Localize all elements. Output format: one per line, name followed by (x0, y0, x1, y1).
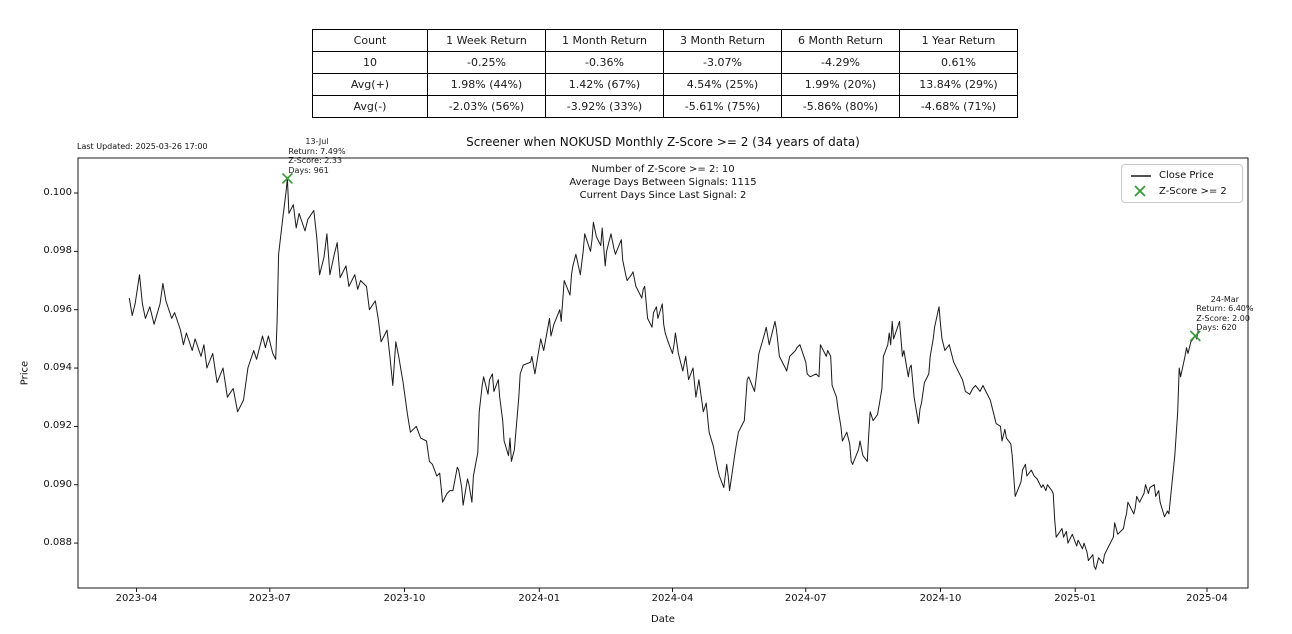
x-tick-label: 2024-04 (651, 593, 694, 604)
table-cell: 13.84% (29%) (899, 73, 1018, 96)
table-cell: -4.68% (71%) (899, 95, 1018, 118)
table-cell: -5.61% (75%) (663, 95, 782, 118)
annotation-line: Z-Score: 2.33 (288, 156, 343, 166)
table-cell: 1.99% (20%) (781, 73, 900, 96)
chart-title: Screener when NOKUSD Monthly Z-Score >= … (466, 135, 860, 149)
y-tick-label: 0.098 (43, 245, 72, 257)
line-swatch-icon (1131, 175, 1151, 177)
legend-label-close-price: Close Price (1159, 170, 1214, 182)
table-row: Avg(+) 1.98% (44%) 1.42% (67%) 4.54% (25%) 1… (312, 73, 1018, 96)
last-updated-text: Last Updated: 2025-03-26 17:00 (77, 142, 208, 151)
table-cell: 1.98% (44%) (427, 73, 546, 96)
signal-annotation: 24-Mar Return: 6.40% Z-Score: 2.00 Days: 62… (1196, 295, 1253, 333)
annotation-line: 24-Mar (1210, 294, 1239, 304)
x-tick-label: 2024-07 (784, 593, 827, 604)
y-tick-label: 0.100 (43, 187, 72, 198)
close-price-line (128, 177, 1199, 570)
annotation-line: Z-Score: 2.00 (1196, 313, 1250, 323)
legend-item-zscore: Z-Score >= 2 (1130, 185, 1234, 197)
y-tick-label: 0.094 (43, 362, 72, 374)
stats-line: Current Days Since Last Signal: 2 (579, 190, 747, 201)
annotation-line: 13-Jul (305, 137, 329, 147)
x-axis-label: Date (651, 614, 675, 625)
returns-table: Count 1 Week Return 1 Month Return 3 Month … (312, 29, 1018, 118)
stats-line: Average Days Between Signals: 1115 (569, 177, 757, 188)
x-tick-label: 2023-10 (383, 593, 426, 604)
table-cell: -3.92% (33%) (545, 95, 664, 118)
table-header-row: Count 1 Week Return 1 Month Return 3 Month … (312, 29, 1018, 52)
legend-item-close-price: Close Price (1130, 170, 1234, 182)
table-cell: 6 Month Return (781, 29, 900, 52)
x-tick-label: 2024-01 (518, 593, 561, 604)
y-tick-label: 0.088 (43, 537, 72, 549)
stats-line: Number of Z-Score >= 2: 10 (591, 164, 735, 175)
y-tick-label: 0.090 (43, 478, 72, 490)
x-tick-label: 2023-04 (115, 593, 158, 604)
x-marker-icon (1134, 185, 1146, 197)
legend-label-zscore: Z-Score >= 2 (1159, 185, 1227, 197)
x-tick-label: 2025-04 (1186, 593, 1228, 604)
y-tick-label: 0.096 (43, 303, 72, 315)
signal-annotation: 13-Jul Return: 7.49% Z-Score: 2.33 Days: 96… (288, 137, 345, 175)
zscore-signal-marker (281, 172, 294, 185)
annotation-line: Days: 961 (288, 165, 329, 175)
plot-frame (77, 157, 1249, 589)
y-tick-label: 0.092 (43, 420, 72, 432)
x-tick-label: 2023-07 (248, 593, 291, 604)
signal-stats-text: Number of Z-Score >= 2: 10 Average Days B… (78, 163, 1248, 202)
table-cell: Avg(-) (312, 95, 428, 118)
table-cell: Avg(+) (312, 73, 428, 96)
legend: Close Price Z-Score >= 2 (1121, 164, 1243, 203)
table-cell: -2.03% (56%) (427, 95, 546, 118)
table-cell: 1 Year Return (899, 29, 1018, 52)
annotation-line: Return: 7.49% (288, 146, 346, 156)
table-row: Avg(-) -2.03% (56%) -3.92% (33%) -5.61% (75… (312, 95, 1018, 118)
x-tick-label: 2024-10 (919, 593, 962, 604)
zscore-signal-marker (1189, 330, 1201, 342)
x-tick-label: 2025-01 (1054, 593, 1097, 604)
annotation-line: Return: 6.40% (1196, 304, 1254, 314)
table-cell: 4.54% (25%) (663, 73, 782, 96)
annotation-line: Days: 620 (1196, 323, 1237, 333)
